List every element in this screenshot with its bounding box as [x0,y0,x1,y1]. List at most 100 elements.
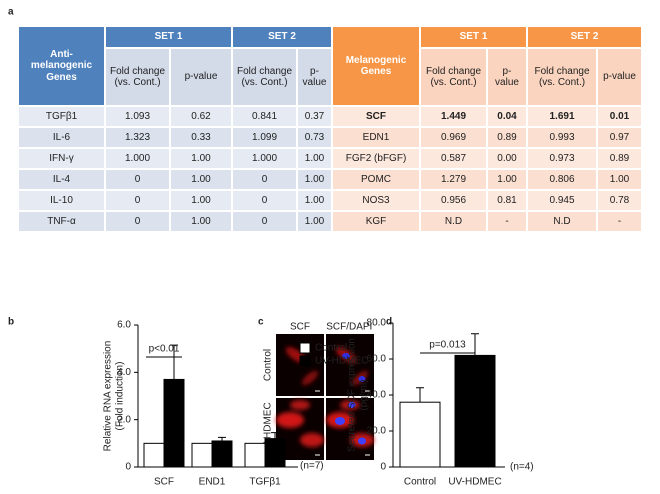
table-cell: NOS3 [333,191,419,210]
error-bar [416,387,424,403]
table-cell: 1.000 [106,149,169,168]
column-label: DAPI [349,322,372,333]
set-header: SET 1 [106,27,231,47]
table-cell: 0.89 [598,149,641,168]
table-cell: 0 [233,170,296,189]
table-cell: 0 [106,212,169,231]
table-cell: TNF-α [19,212,104,231]
panel-label: c [258,317,264,328]
subheader: Fold change (vs. Cont.) [421,49,486,105]
table-cell: - [488,212,526,231]
table-cell: 0.33 [171,128,231,147]
table-cell: IL-4 [19,170,104,189]
table-cell: 0.89 [488,128,526,147]
set-header: SET 2 [528,27,641,47]
table-cell: 0.806 [528,170,596,189]
table-cell: 0.956 [421,191,486,210]
set-header: SET 2 [233,27,331,47]
table-cell: 1.00 [171,170,231,189]
bar [211,440,233,468]
y-tick-label: 80.0 [367,318,387,329]
n-label: (n=7) [300,461,324,472]
table-cell: 0.973 [528,149,596,168]
subheader: p-value [598,49,641,105]
table-cell: 0 [106,170,169,189]
table-cell: 1.279 [421,170,486,189]
y-tick-label: 6.0 [117,320,131,331]
bar [143,442,165,468]
table-cell: 0.81 [488,191,526,210]
y-tick-label: 2.0 [117,414,131,425]
table-cell: 1.00 [298,149,331,168]
table-cell: 0.97 [598,128,641,147]
table-cell: 0.78 [598,191,641,210]
table-cell: 0.73 [298,128,331,147]
table-cell: 1.00 [171,149,231,168]
y-tick-label: 40.0 [367,390,387,401]
y-axis-label: (Fold induction) [115,362,126,431]
error-bar [170,344,178,380]
table-cell: 0.587 [421,149,486,168]
bar [191,442,213,468]
x-tick-label: TGFβ1 [249,477,281,488]
table-cell: SCF [333,107,419,126]
image-tile [326,334,374,396]
subheader: Fold change (vs. Cont.) [528,49,596,105]
bar [399,401,441,468]
subheader: p-value [488,49,526,105]
y-tick-label: 60.0 [367,354,387,365]
legend-label: UV-HDMEC [315,356,368,367]
p-value-label: p<0.01 [149,344,180,355]
table-cell: 1.323 [106,128,169,147]
table-cell: 0.37 [298,107,331,126]
table-cell: 0.01 [598,107,641,126]
table-cell: 1.00 [171,212,231,231]
table-cell: 1.00 [598,170,641,189]
x-tick-label: END1 [199,477,226,488]
table-cell: 1.449 [421,107,486,126]
gene-header: Anti-melanogenic Genes [19,27,104,105]
table-cell: FGF2 (bFGF) [333,149,419,168]
table-cell: 0.945 [528,191,596,210]
table-cell: 0 [233,191,296,210]
table-cell: IL-6 [19,128,104,147]
set-header: SET 1 [421,27,526,47]
error-bar [471,333,479,356]
table-cell: IL-10 [19,191,104,210]
table-cell: 0.62 [171,107,231,126]
column-label: SCF [290,322,310,333]
table-cell: 0 [106,191,169,210]
table-cell: 1.00 [171,191,231,210]
table-cell: 0 [233,212,296,231]
y-tick-label: 0 [380,462,386,473]
gene-header: Melanogenic Genes [333,27,419,105]
table-cell: 0.993 [528,128,596,147]
y-tick-label: 4.0 [117,367,131,378]
subheader: Fold change (vs. Cont.) [233,49,296,105]
bar [454,354,496,468]
panel-label: a [8,7,14,18]
y-tick-label: 20.0 [367,426,387,437]
table-cell: 0.04 [488,107,526,126]
legend-swatch [299,342,311,354]
bar [264,438,286,468]
bar [244,442,266,468]
table-cell: 1.093 [106,107,169,126]
legend-label: Control [315,343,347,354]
panel-label: b [8,317,14,328]
row-label: UV-HDMEC [263,402,274,455]
table-cell: IFN-γ [19,149,104,168]
table-cell: 1.00 [298,191,331,210]
bar [163,378,185,468]
table-cell: 1.691 [528,107,596,126]
table-cell: 1.00 [298,212,331,231]
x-tick-label: SCF [154,477,174,488]
table-cell: 1.099 [233,128,296,147]
table-cell: EDN1 [333,128,419,147]
error-bar [218,436,226,441]
x-tick-label: UV-HDMEC [448,477,501,488]
table-cell: 0.841 [233,107,296,126]
table-cell: N.D [421,212,486,231]
